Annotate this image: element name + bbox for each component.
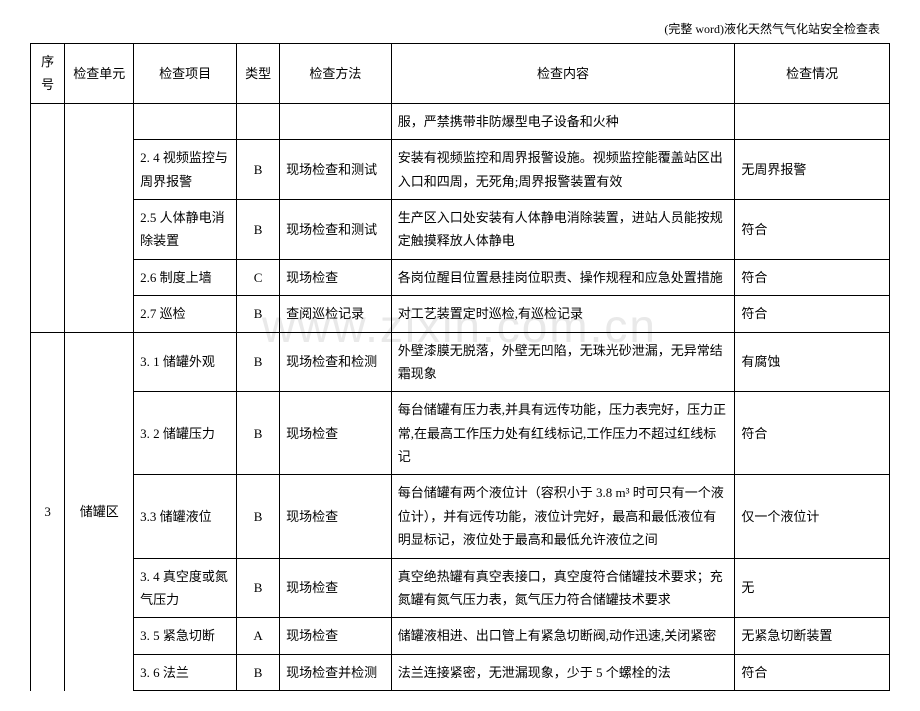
cell-type: B (237, 475, 280, 558)
th-method: 检查方法 (280, 44, 392, 104)
cell-item: 2.5 人体静电消除装置 (134, 199, 237, 259)
th-type: 类型 (237, 44, 280, 104)
cell-type (237, 103, 280, 139)
cell-item: 3. 4 真空度或氮气压力 (134, 558, 237, 618)
cell-status: 符合 (735, 296, 890, 332)
cell-method: 现场检查 (280, 475, 392, 558)
cell-type: A (237, 618, 280, 654)
cell-type: B (237, 296, 280, 332)
table-row: 3. 4 真空度或氮气压力 B 现场检查 真空绝热罐有真空表接口，真空度符合储罐… (31, 558, 890, 618)
cell-item (134, 103, 237, 139)
table-row: 3. 6 法兰 B 现场检查并检测 法兰连接紧密，无泄漏现象，少于 5 个螺栓的… (31, 654, 890, 690)
cell-type: B (237, 332, 280, 392)
cell-type: B (237, 558, 280, 618)
cell-content: 安装有视频监控和周界报警设施。视频监控能覆盖站区出入口和四周，无死角;周界报警装… (391, 140, 735, 200)
cell-content: 外壁漆膜无脱落，外壁无凹陷，无珠光砂泄漏，无异常结霜现象 (391, 332, 735, 392)
cell-content: 各岗位醒目位置悬挂岗位职责、操作规程和应急处置措施 (391, 259, 735, 295)
cell-method: 现场检查和测试 (280, 140, 392, 200)
cell-seq: 3 (31, 332, 65, 691)
cell-method: 现场检查 (280, 618, 392, 654)
cell-status (735, 103, 890, 139)
cell-content: 对工艺装置定时巡检,有巡检记录 (391, 296, 735, 332)
cell-status: 无周界报警 (735, 140, 890, 200)
th-status: 检查情况 (735, 44, 890, 104)
cell-content: 每台储罐有两个液位计（容积小于 3.8 m³ 时可只有一个液位计），并有远传功能… (391, 475, 735, 558)
cell-item: 3. 5 紧急切断 (134, 618, 237, 654)
cell-method: 查阅巡检记录 (280, 296, 392, 332)
cell-item: 2.6 制度上墙 (134, 259, 237, 295)
inspection-table: 序号 检查单元 检查项目 类型 检查方法 检查内容 检查情况 服，严禁携带非防爆… (30, 43, 890, 691)
th-unit: 检查单元 (65, 44, 134, 104)
cell-type: B (237, 392, 280, 475)
cell-content: 生产区入口处安装有人体静电消除装置，进站人员能按规定触摸释放人体静电 (391, 199, 735, 259)
cell-type: C (237, 259, 280, 295)
cell-item: 2.7 巡检 (134, 296, 237, 332)
cell-item: 3. 1 储罐外观 (134, 332, 237, 392)
table-wrapper: 序号 检查单元 检查项目 类型 检查方法 检查内容 检查情况 服，严禁携带非防爆… (30, 43, 890, 691)
cell-content: 每台储罐有压力表,并具有远传功能，压力表完好，压力正常,在最高工作压力处有红线标… (391, 392, 735, 475)
cell-status: 符合 (735, 654, 890, 690)
table-row: 2.6 制度上墙 C 现场检查 各岗位醒目位置悬挂岗位职责、操作规程和应急处置措… (31, 259, 890, 295)
table-row: 2.5 人体静电消除装置 B 现场检查和测试 生产区入口处安装有人体静电消除装置… (31, 199, 890, 259)
cell-method: 现场检查 (280, 259, 392, 295)
table-row: 3 储罐区 3. 1 储罐外观 B 现场检查和检测 外壁漆膜无脱落，外壁无凹陷，… (31, 332, 890, 392)
table-row: 2.7 巡检 B 查阅巡检记录 对工艺装置定时巡检,有巡检记录 符合 (31, 296, 890, 332)
cell-content: 真空绝热罐有真空表接口，真空度符合储罐技术要求；充氮罐有氮气压力表，氮气压力符合… (391, 558, 735, 618)
cell-content: 服，严禁携带非防爆型电子设备和火种 (391, 103, 735, 139)
cell-type: B (237, 654, 280, 690)
cell-item: 2. 4 视频监控与周界报警 (134, 140, 237, 200)
table-row: 服，严禁携带非防爆型电子设备和火种 (31, 103, 890, 139)
cell-status: 符合 (735, 259, 890, 295)
th-content: 检查内容 (391, 44, 735, 104)
cell-status: 符合 (735, 199, 890, 259)
doc-header: (完整 word)液化天然气气化站安全检查表 (30, 20, 890, 37)
cell-type: B (237, 140, 280, 200)
cell-type: B (237, 199, 280, 259)
cell-content: 储罐液相进、出口管上有紧急切断阀,动作迅速,关闭紧密 (391, 618, 735, 654)
cell-item: 3. 6 法兰 (134, 654, 237, 690)
cell-method: 现场检查 (280, 558, 392, 618)
th-item: 检查项目 (134, 44, 237, 104)
cell-method: 现场检查并检测 (280, 654, 392, 690)
table-row: 3.3 储罐液位 B 现场检查 每台储罐有两个液位计（容积小于 3.8 m³ 时… (31, 475, 890, 558)
th-seq: 序号 (31, 44, 65, 104)
cell-item: 3. 2 储罐压力 (134, 392, 237, 475)
cell-status: 仅一个液位计 (735, 475, 890, 558)
cell-status: 无紧急切断装置 (735, 618, 890, 654)
table-row: 3. 5 紧急切断 A 现场检查 储罐液相进、出口管上有紧急切断阀,动作迅速,关… (31, 618, 890, 654)
cell-unit (65, 103, 134, 332)
cell-status: 无 (735, 558, 890, 618)
table-row: 2. 4 视频监控与周界报警 B 现场检查和测试 安装有视频监控和周界报警设施。… (31, 140, 890, 200)
cell-method: 现场检查和测试 (280, 199, 392, 259)
cell-unit: 储罐区 (65, 332, 134, 691)
cell-method: 现场检查 (280, 392, 392, 475)
cell-content: 法兰连接紧密，无泄漏现象，少于 5 个螺栓的法 (391, 654, 735, 690)
cell-item: 3.3 储罐液位 (134, 475, 237, 558)
cell-status: 有腐蚀 (735, 332, 890, 392)
cell-method (280, 103, 392, 139)
cell-status: 符合 (735, 392, 890, 475)
cell-seq (31, 103, 65, 332)
table-header-row: 序号 检查单元 检查项目 类型 检查方法 检查内容 检查情况 (31, 44, 890, 104)
table-row: 3. 2 储罐压力 B 现场检查 每台储罐有压力表,并具有远传功能，压力表完好，… (31, 392, 890, 475)
cell-method: 现场检查和检测 (280, 332, 392, 392)
